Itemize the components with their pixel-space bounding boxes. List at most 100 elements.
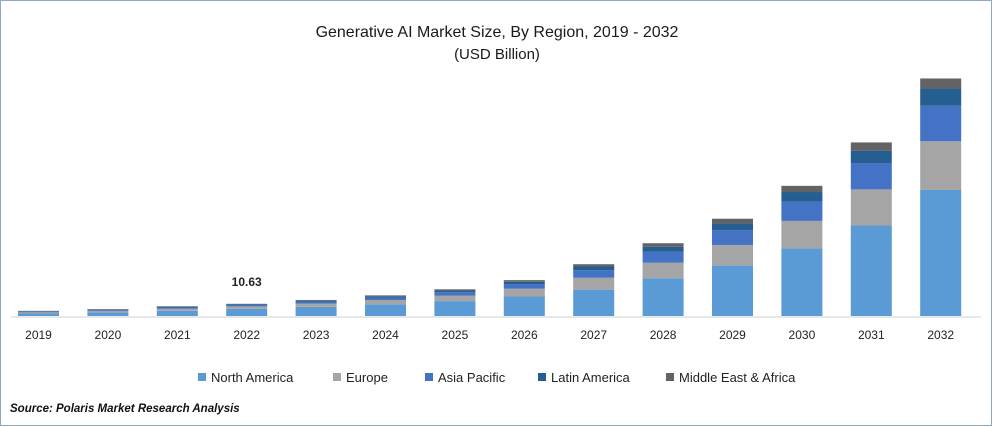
bar-2027-europe [573, 277, 615, 290]
bar-2031-latin-america [850, 150, 892, 164]
x-tick-label: 2026 [511, 328, 538, 342]
bar-2020-latin-america [87, 309, 129, 311]
bar-2032-middle-east-africa [920, 78, 962, 89]
bar-2023-north-america [295, 306, 337, 316]
x-tick-label: 2022 [233, 328, 260, 342]
bar-2025-north-america [434, 301, 476, 316]
legend-swatch-middle-east-africa [666, 373, 674, 381]
legend-swatch-latin-america [538, 373, 546, 381]
bar-2020-europe [87, 311, 129, 313]
bar-2024-europe [365, 300, 406, 305]
bar-2029-europe [712, 244, 753, 266]
x-tick-label: 2027 [580, 328, 607, 342]
legend-swatch-north-america [198, 373, 206, 381]
legend-label-latin-america: Latin America [551, 370, 631, 385]
legend-label-asia-pacific: Asia Pacific [438, 370, 506, 385]
x-tick-label: 2032 [927, 328, 954, 342]
legend-label-europe: Europe [346, 370, 388, 385]
bar-2019-europe [18, 312, 59, 314]
data-label: 10.63 [232, 275, 262, 289]
bar-2025-middle-east-africa [434, 289, 476, 291]
bar-2021-latin-america [156, 306, 198, 308]
bar-2022-north-america [226, 308, 268, 316]
source-note: Source: Polaris Market Research Analysis [10, 403, 240, 415]
x-tick-label: 2021 [164, 328, 191, 342]
bar-2022-europe [226, 306, 268, 309]
legend-swatch-asia-pacific [425, 373, 433, 381]
bar-2027-latin-america [573, 266, 615, 271]
bar-2029-asia-pacific [712, 230, 753, 245]
bar-2021-europe [156, 308, 198, 311]
bar-2032-europe [920, 141, 962, 190]
legend-label-middle-east-africa: Middle East & Africa [679, 370, 796, 385]
bar-2022-asia-pacific [226, 305, 268, 307]
bar-2020-asia-pacific [87, 310, 129, 312]
bar-2025-asia-pacific [434, 292, 476, 296]
bars-group [18, 78, 962, 316]
bar-2021-north-america [156, 310, 198, 316]
bar-2031-europe [850, 189, 892, 226]
x-tick-label: 2024 [372, 328, 399, 342]
legend-label-north-america: North America [211, 370, 294, 385]
bar-2019-north-america [18, 313, 59, 316]
bar-2028-asia-pacific [642, 251, 684, 263]
bar-2023-asia-pacific [295, 301, 337, 304]
bar-2024-middle-east-africa [365, 295, 406, 297]
bar-2026-asia-pacific [503, 284, 545, 289]
bar-2025-europe [434, 295, 476, 302]
bar-2030-north-america [781, 248, 823, 316]
bar-2029-north-america [712, 265, 753, 316]
bar-2025-latin-america [434, 290, 476, 293]
legend-swatch-europe [333, 373, 341, 381]
bar-2032-asia-pacific [920, 105, 962, 142]
bar-2027-asia-pacific [573, 270, 615, 278]
x-tick-label: 2019 [25, 328, 52, 342]
x-tick-label: 2028 [650, 328, 677, 342]
bar-2030-latin-america [781, 192, 823, 202]
bar-2032-latin-america [920, 88, 962, 106]
bar-2029-middle-east-africa [712, 218, 753, 224]
bar-2024-latin-america [365, 296, 406, 298]
bar-2019-middle-east-africa [18, 310, 59, 312]
x-tick-labels: 2019 2020 2021 2022 2023 2024 2025 2026 2027 2028… [25, 328, 954, 342]
bar-2024-asia-pacific [365, 297, 406, 301]
chart-subtitle: (USD Billion) [454, 46, 540, 63]
bar-2022-latin-america [226, 304, 268, 305]
bar-2031-north-america [850, 225, 892, 316]
bar-2022-middle-east-africa [226, 303, 268, 305]
x-tick-label: 2023 [303, 328, 330, 342]
bar-2030-europe [781, 220, 823, 249]
data-labels: 10.63 [232, 275, 262, 289]
bar-2023-europe [295, 303, 337, 307]
bar-2019-asia-pacific [18, 311, 59, 313]
bar-2028-latin-america [642, 246, 684, 252]
bar-2028-middle-east-africa [642, 243, 684, 247]
bar-2023-middle-east-africa [295, 299, 337, 301]
bar-2028-europe [642, 262, 684, 279]
bar-2030-asia-pacific [781, 201, 823, 221]
bar-2028-north-america [642, 278, 684, 316]
bar-2024-north-america [365, 304, 406, 316]
chart-title: Generative AI Market Size, By Region, 20… [316, 24, 679, 41]
bar-2032-north-america [920, 189, 962, 316]
bar-2031-middle-east-africa [850, 142, 892, 151]
bar-2026-north-america [503, 296, 545, 316]
bar-2026-middle-east-africa [503, 280, 545, 282]
bar-2030-middle-east-africa [781, 185, 823, 193]
bar-2020-north-america [87, 312, 129, 316]
x-tick-label: 2029 [719, 328, 746, 342]
bar-2021-middle-east-africa [156, 306, 198, 307]
x-tick-label: 2031 [858, 328, 885, 342]
bar-2026-europe [503, 288, 545, 297]
bar-2031-asia-pacific [850, 163, 892, 190]
bar-2019-latin-america [18, 311, 59, 312]
x-tick-label: 2020 [95, 328, 122, 342]
bar-2020-middle-east-africa [87, 309, 129, 310]
bar-2027-north-america [573, 289, 615, 316]
bar-2026-latin-america [503, 281, 545, 285]
legend: North America Europe Asia Pacific Latin Ame… [198, 370, 796, 385]
bar-2029-latin-america [712, 223, 753, 231]
x-tick-label: 2030 [789, 328, 816, 342]
